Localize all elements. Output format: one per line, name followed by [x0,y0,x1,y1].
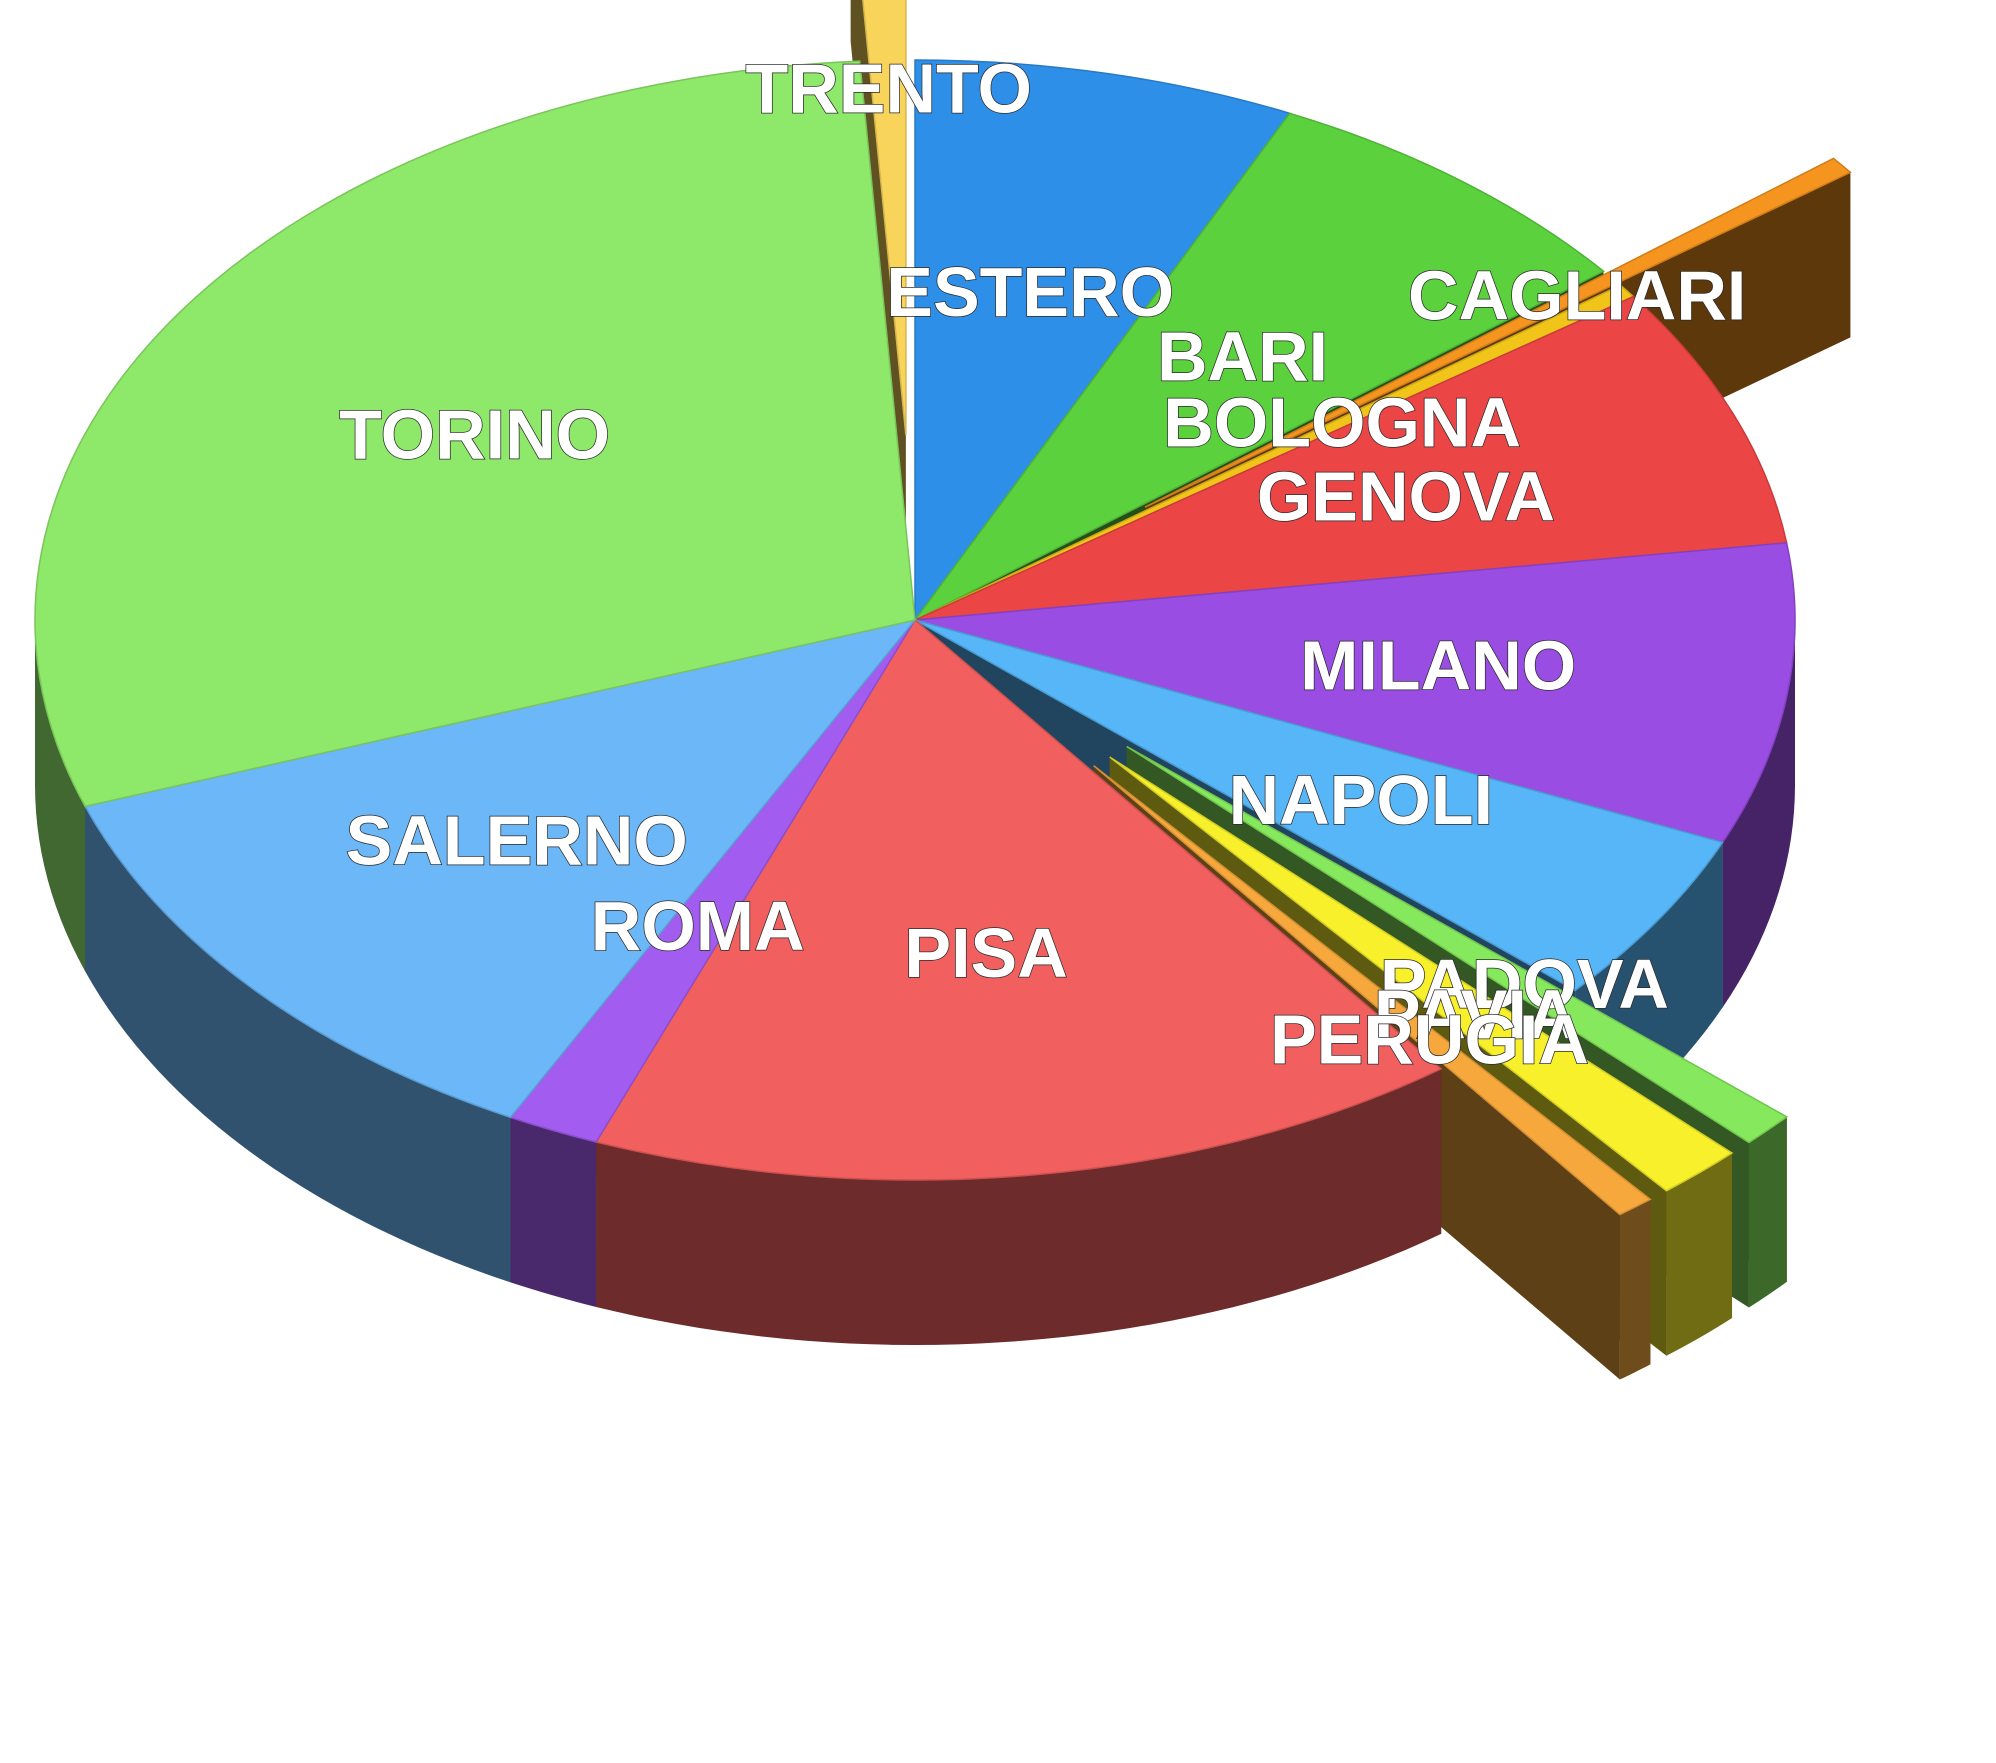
slice-label-napoli: NAPOLI [1229,761,1493,839]
slice-trento [862,0,907,436]
slice-milano [914,542,1796,844]
slice-label-pavia: PAVIA [1374,976,1578,1054]
slice-label-pisa: PISA [904,914,1067,992]
slice-label-padova: PADOVA [1380,945,1669,1023]
pie-slices [34,0,1852,1216]
slice-cagliari [1144,157,1852,508]
slice-napoli [914,619,1724,992]
slice-label-salerno: SALERNO [346,802,688,880]
slice-label-bari: BARI [1157,317,1328,395]
slice-torino [34,60,916,808]
slice-label-estero: ESTERO [886,253,1174,331]
slice-label-trento: TRENTO [745,49,1032,127]
slice-label-torino: TORINO [339,396,610,474]
slice-label-roma: ROMA [591,887,805,965]
slice-salerno [84,618,917,1119]
slice-label-cagliari: CAGLIARI [1408,256,1746,334]
slice-perugia [1093,765,1652,1216]
slice-padova [1126,745,1789,1144]
slice-bari [914,112,1605,621]
slice-label-milano: MILANO [1300,626,1576,704]
slice-pavia [1109,756,1734,1192]
slice-estero [914,59,1291,623]
slice-label-bologna: BOLOGNA [1163,384,1521,462]
slice-label-genova: GENOVA [1257,457,1555,535]
slice-genova [914,295,1788,621]
slice-label-perugia: PERUGIA [1270,1000,1589,1078]
slice-pisa [595,618,1443,1181]
